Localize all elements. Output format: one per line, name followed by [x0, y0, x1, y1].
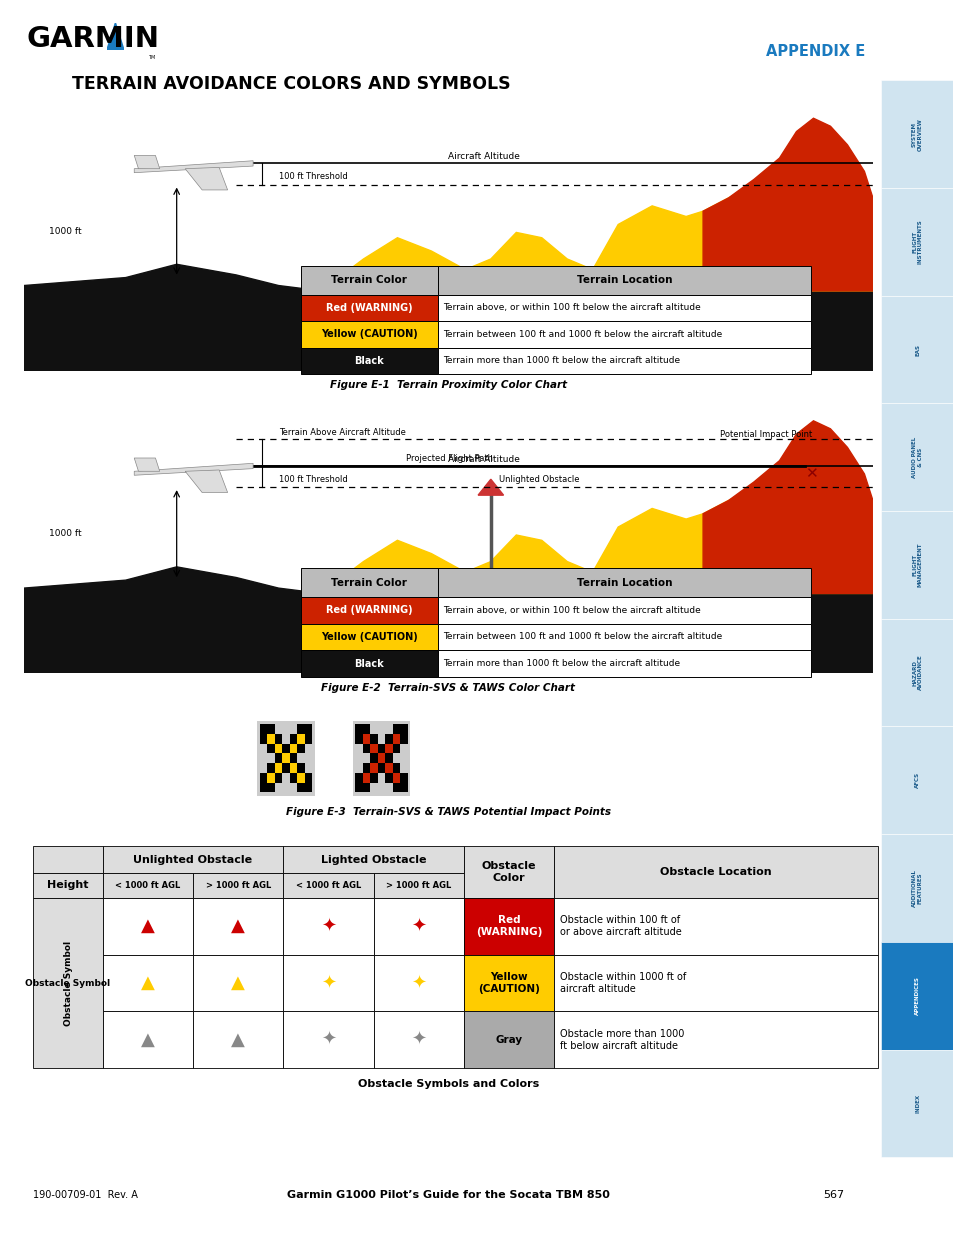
Polygon shape — [321, 487, 872, 593]
Text: TERRAIN AVOIDANCE COLORS AND SYMBOLS: TERRAIN AVOIDANCE COLORS AND SYMBOLS — [71, 75, 510, 93]
Text: 1000 ft: 1000 ft — [50, 226, 82, 236]
Text: ▲: ▲ — [141, 918, 154, 935]
Text: AFCS: AFCS — [914, 772, 919, 788]
Text: Lighted Obstacle: Lighted Obstacle — [320, 855, 426, 864]
Text: Black: Black — [355, 356, 384, 366]
Text: ▲: ▲ — [231, 918, 245, 935]
Text: Obstacle more than 1000
ft below aircraft altitude: Obstacle more than 1000 ft below aircraf… — [559, 1029, 683, 1051]
Polygon shape — [321, 185, 872, 291]
Text: Terrain between 100 ft and 1000 ft below the aircraft altitude: Terrain between 100 ft and 1000 ft below… — [442, 330, 721, 338]
Text: APPENDICES: APPENDICES — [914, 976, 919, 1015]
Text: Terrain more than 1000 ft below the aircraft altitude: Terrain more than 1000 ft below the airc… — [442, 357, 679, 366]
Polygon shape — [107, 22, 124, 49]
Polygon shape — [702, 421, 872, 593]
Text: TM: TM — [148, 56, 155, 61]
Text: Terrain above, or within 100 ft below the aircraft altitude: Terrain above, or within 100 ft below th… — [442, 304, 700, 312]
Text: ✦: ✦ — [411, 974, 426, 992]
Text: Obstacle
Color: Obstacle Color — [481, 861, 536, 883]
Text: 100 ft Threshold: 100 ft Threshold — [278, 475, 347, 484]
Text: ▲: ▲ — [231, 1031, 245, 1049]
Text: Yellow
(CAUTION): Yellow (CAUTION) — [477, 972, 539, 994]
Polygon shape — [477, 479, 503, 495]
Text: Terrain Color: Terrain Color — [331, 275, 407, 285]
Text: ✦: ✦ — [411, 918, 426, 935]
Polygon shape — [24, 567, 872, 673]
Text: Terrain Location: Terrain Location — [577, 578, 672, 588]
Text: Yellow (CAUTION): Yellow (CAUTION) — [321, 632, 417, 642]
Polygon shape — [134, 458, 159, 472]
Text: Projected Flight Path: Projected Flight Path — [406, 453, 493, 463]
Polygon shape — [134, 156, 159, 169]
Text: SYSTEM
OVERVIEW: SYSTEM OVERVIEW — [911, 117, 922, 151]
Text: Obstacle Symbols and Colors: Obstacle Symbols and Colors — [357, 1079, 538, 1089]
Text: Red
(WARNING): Red (WARNING) — [476, 915, 541, 937]
Text: Terrain more than 1000 ft below the aircraft altitude: Terrain more than 1000 ft below the airc… — [442, 659, 679, 668]
Text: FLIGHT
INSTRUMENTS: FLIGHT INSTRUMENTS — [911, 220, 922, 264]
Text: ▲: ▲ — [141, 1031, 154, 1049]
Text: Garmin G1000 Pilot’s Guide for the Socata TBM 850: Garmin G1000 Pilot’s Guide for the Socat… — [287, 1191, 609, 1200]
Text: ✦: ✦ — [320, 974, 335, 992]
Text: ✦: ✦ — [320, 918, 335, 935]
Text: APPENDIX E: APPENDIX E — [765, 43, 864, 58]
Polygon shape — [185, 168, 228, 190]
Text: Black: Black — [355, 658, 384, 668]
Text: Potential Impact Point: Potential Impact Point — [720, 430, 811, 438]
Text: ▲: ▲ — [141, 974, 154, 992]
Text: Obstacle within 100 ft of
or above aircraft altitude: Obstacle within 100 ft of or above aircr… — [559, 915, 681, 937]
Text: > 1000 ft AGL: > 1000 ft AGL — [386, 881, 451, 890]
Text: Terrain Above Aircraft Altitude: Terrain Above Aircraft Altitude — [278, 429, 405, 437]
Text: Unlighted Obstacle: Unlighted Obstacle — [498, 475, 579, 484]
Text: ADDITIONAL
FEATURES: ADDITIONAL FEATURES — [911, 869, 922, 906]
Text: FLIGHT
MANAGEMENT: FLIGHT MANAGEMENT — [911, 542, 922, 587]
Text: Figure E-3  Terrain-SVS & TAWS Potential Impact Points: Figure E-3 Terrain-SVS & TAWS Potential … — [286, 808, 610, 818]
Polygon shape — [702, 119, 872, 291]
Text: Unlighted Obstacle: Unlighted Obstacle — [133, 855, 253, 864]
Text: 190-00709-01  Rev. A: 190-00709-01 Rev. A — [33, 1191, 138, 1200]
Text: ✕: ✕ — [804, 467, 817, 482]
Text: Yellow (CAUTION): Yellow (CAUTION) — [321, 330, 417, 340]
Text: ▲: ▲ — [231, 974, 245, 992]
Text: Figure E-1  Terrain Proximity Color Chart: Figure E-1 Terrain Proximity Color Chart — [330, 380, 566, 390]
Text: Gray: Gray — [495, 1035, 522, 1045]
Text: 100 ft Threshold: 100 ft Threshold — [278, 173, 347, 182]
Text: Obstacle within 1000 ft of
aircraft altitude: Obstacle within 1000 ft of aircraft alti… — [559, 972, 685, 994]
Text: Red (WARNING): Red (WARNING) — [326, 605, 413, 615]
Text: ✦: ✦ — [320, 1031, 335, 1049]
Polygon shape — [24, 264, 872, 370]
Polygon shape — [134, 161, 253, 173]
Text: Terrain between 100 ft and 1000 ft below the aircraft altitude: Terrain between 100 ft and 1000 ft below… — [442, 632, 721, 641]
Polygon shape — [134, 463, 253, 475]
Text: 567: 567 — [822, 1191, 843, 1200]
Text: Height: Height — [48, 881, 89, 890]
Text: > 1000 ft AGL: > 1000 ft AGL — [205, 881, 271, 890]
Text: EAS: EAS — [914, 343, 919, 356]
Text: AUDIO PANEL
& CNS: AUDIO PANEL & CNS — [911, 436, 922, 478]
Text: Terrain Location: Terrain Location — [577, 275, 672, 285]
Text: Aircraft Altitude: Aircraft Altitude — [448, 152, 519, 162]
Text: 1000 ft: 1000 ft — [50, 529, 82, 538]
Text: Obstacle Symbol: Obstacle Symbol — [26, 978, 111, 988]
Text: Aircraft Altitude: Aircraft Altitude — [448, 454, 519, 464]
Text: < 1000 ft AGL: < 1000 ft AGL — [115, 881, 180, 890]
Text: Obstacle Symbol: Obstacle Symbol — [64, 941, 72, 1025]
Text: GARMIN: GARMIN — [27, 25, 159, 53]
Text: HAZARD
AVOIDANCE: HAZARD AVOIDANCE — [911, 655, 922, 690]
Text: Obstacle Location: Obstacle Location — [659, 867, 771, 877]
Text: < 1000 ft AGL: < 1000 ft AGL — [295, 881, 361, 890]
Text: ✦: ✦ — [411, 1031, 426, 1049]
Text: Red (WARNING): Red (WARNING) — [326, 303, 413, 312]
Polygon shape — [185, 471, 228, 493]
Text: Terrain above, or within 100 ft below the aircraft altitude: Terrain above, or within 100 ft below th… — [442, 606, 700, 615]
Text: Figure E-2  Terrain-SVS & TAWS Color Chart: Figure E-2 Terrain-SVS & TAWS Color Char… — [321, 683, 575, 693]
Text: INDEX: INDEX — [914, 1094, 919, 1113]
Text: Terrain Color: Terrain Color — [331, 578, 407, 588]
